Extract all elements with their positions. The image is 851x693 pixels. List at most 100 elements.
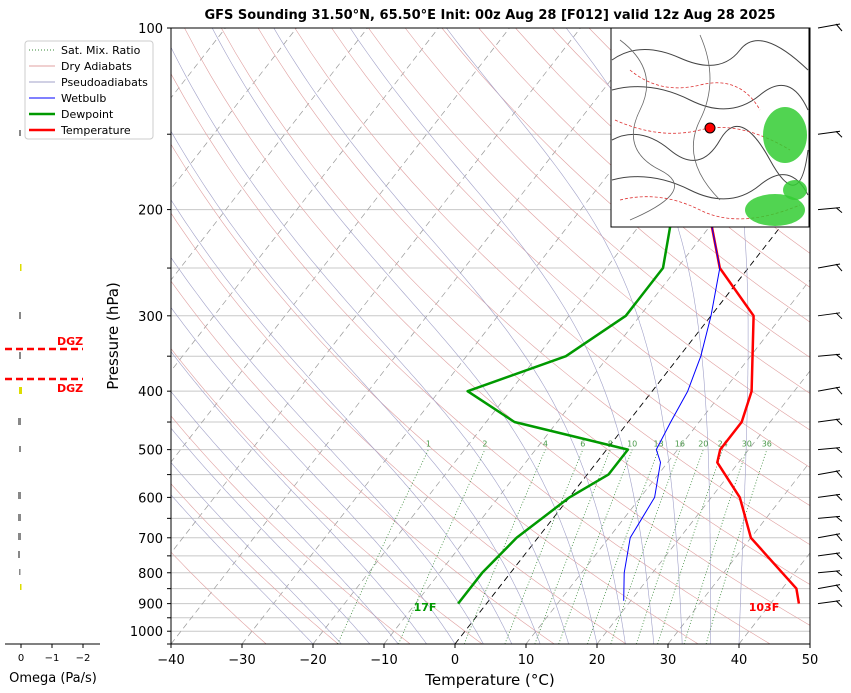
barb-flag bbox=[835, 386, 843, 395]
y-tick-label: 200 bbox=[138, 204, 163, 219]
pseudoadiabat bbox=[446, 28, 683, 644]
location-marker bbox=[704, 122, 716, 134]
legend-label: Wetbulb bbox=[61, 92, 106, 105]
pseudoadiabat bbox=[694, 28, 749, 644]
x-tick-label: −20 bbox=[299, 653, 326, 668]
x-tick-label: 40 bbox=[731, 653, 748, 668]
mixing-ratio-label: 30 bbox=[742, 440, 752, 449]
barb-flag bbox=[835, 494, 843, 501]
omega-tick-label: −1 bbox=[45, 653, 60, 664]
legend: Sat. Mix. Ratio Dry Adiabats Pseudoadiab… bbox=[24, 40, 154, 140]
pseudoadiabat bbox=[565, 28, 711, 644]
legend-label: Dry Adiabats bbox=[61, 60, 132, 73]
omega-tick-label: 0 bbox=[18, 653, 24, 664]
mixing-ratio-label: 2 bbox=[482, 440, 487, 449]
mixing-ratio-labels: 1 2 4 6 8 10 13 16 20 24 30 36 bbox=[426, 440, 772, 449]
isotherm bbox=[667, 461, 810, 644]
dry-adiabat bbox=[171, 280, 555, 644]
pseudoadiabat bbox=[171, 130, 541, 644]
dgz-label-top: DGZ bbox=[57, 335, 83, 348]
pseudoadiabat bbox=[171, 351, 427, 644]
wind-barb bbox=[817, 263, 843, 272]
barb-flag bbox=[835, 207, 843, 213]
dry-adiabat bbox=[171, 551, 267, 644]
dry-adiabat bbox=[294, 28, 810, 506]
pseudoadiabat bbox=[211, 28, 598, 644]
dry-adiabat bbox=[171, 143, 699, 644]
isotherm bbox=[171, 28, 439, 372]
y-tick-label: 400 bbox=[138, 385, 163, 400]
omega-bar bbox=[19, 446, 21, 452]
omega-bar bbox=[19, 130, 21, 136]
pseudoadiabat bbox=[171, 199, 513, 644]
y-axis-label: Pressure (hPa) bbox=[104, 282, 122, 390]
omega-bars bbox=[18, 130, 22, 590]
barb-flag bbox=[835, 552, 843, 560]
chart-title: GFS Sounding 31.50°N, 65.50°E Init: 00z … bbox=[204, 8, 775, 23]
mixing-ratio-line bbox=[463, 449, 546, 644]
y-tick-label: 100 bbox=[138, 22, 163, 37]
barb-flag bbox=[835, 418, 843, 426]
wind-barb bbox=[817, 312, 843, 320]
y-tick-label: 600 bbox=[138, 491, 163, 506]
mixing-ratio-line bbox=[337, 449, 429, 644]
omega-bar bbox=[18, 492, 21, 499]
wind-barb bbox=[817, 353, 843, 360]
x-axis-label: Temperature (°C) bbox=[424, 671, 554, 689]
omega-bar bbox=[19, 352, 21, 359]
isotherm bbox=[171, 28, 368, 281]
x-axis-ticks: −40 −30 −20 −10 0 10 20 30 40 50 bbox=[157, 644, 818, 668]
dry-adiabat bbox=[478, 28, 810, 323]
isotherm bbox=[454, 188, 810, 644]
mixing-ratio-line bbox=[558, 449, 633, 644]
mixing-ratio-label: 13 bbox=[654, 440, 664, 449]
mixing-ratio-label: 24 bbox=[718, 440, 728, 449]
isotherm bbox=[525, 279, 810, 644]
barb-flag bbox=[835, 533, 843, 542]
barb-flag bbox=[835, 447, 843, 454]
omega-tick-label: −2 bbox=[76, 653, 91, 664]
x-tick-label: −40 bbox=[157, 653, 184, 668]
mixing-ratio-label: 36 bbox=[762, 440, 772, 449]
legend-label: Pseudoadiabats bbox=[61, 76, 148, 89]
omega-bar bbox=[19, 387, 22, 394]
legend-entry-pseudo: Pseudoadiabats bbox=[29, 76, 148, 89]
mixing-ratio-label: 1 bbox=[426, 440, 431, 449]
isotherm bbox=[171, 28, 297, 190]
wind-barb bbox=[817, 533, 843, 542]
wind-barb bbox=[817, 386, 843, 395]
barb-flag bbox=[835, 130, 843, 138]
dry-adiabat bbox=[331, 28, 810, 468]
legend-entry-mix: Sat. Mix. Ratio bbox=[29, 44, 141, 57]
wind-barb bbox=[817, 515, 843, 522]
isotherm bbox=[171, 28, 581, 554]
series-wetbulb bbox=[623, 134, 721, 601]
dry-adiabat bbox=[171, 212, 627, 644]
dry-adiabat bbox=[171, 73, 771, 644]
legend-label: Temperature bbox=[60, 124, 131, 137]
isotherm bbox=[596, 370, 810, 644]
pseudoadiabat bbox=[349, 28, 655, 644]
wind-barb bbox=[817, 23, 843, 32]
dry-adiabat bbox=[515, 28, 810, 288]
dry-adiabat bbox=[221, 28, 810, 585]
wind-barb bbox=[817, 552, 843, 560]
legend-entry-temperature: Temperature bbox=[29, 124, 131, 137]
dry-adiabat bbox=[171, 348, 483, 644]
omega-bar bbox=[20, 584, 22, 590]
omega-bar bbox=[20, 264, 22, 271]
dry-adiabat bbox=[404, 28, 810, 394]
barb-flag bbox=[835, 515, 843, 522]
x-tick-label: 20 bbox=[589, 653, 606, 668]
mixing-ratio-line bbox=[398, 449, 486, 644]
x-tick-label: 0 bbox=[451, 653, 459, 668]
y-tick-label: 500 bbox=[138, 444, 163, 459]
pseudoadiabat bbox=[171, 46, 569, 644]
y-tick-label: 900 bbox=[138, 598, 163, 613]
omega-bar bbox=[18, 514, 21, 521]
y-axis-ticks: 100 200 300 400 500 600 700 800 900 1000 bbox=[130, 22, 171, 645]
legend-label: Dewpoint bbox=[61, 108, 114, 121]
wind-barb bbox=[817, 130, 843, 138]
x-tick-label: −30 bbox=[228, 653, 255, 668]
